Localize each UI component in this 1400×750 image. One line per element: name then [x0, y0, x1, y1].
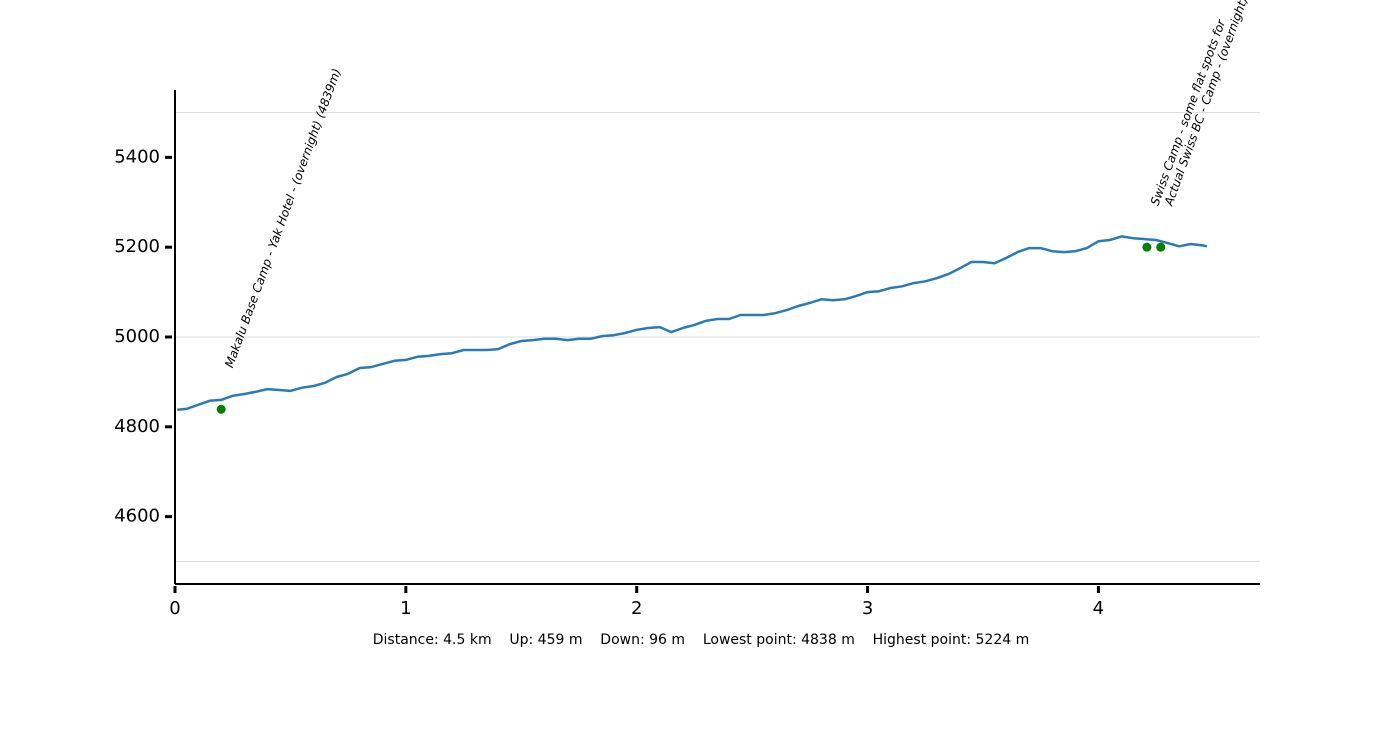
- elevation-line: [177, 235, 1208, 412]
- x-tick-label: 1: [400, 598, 411, 619]
- y-tick-label: 5000: [114, 326, 160, 347]
- waypoint: [1156, 242, 1166, 252]
- summary: Distance: 4.5 km Up: 459 m Down: 96 m Lo…: [373, 632, 1030, 648]
- x-tick-label: 4: [1093, 598, 1104, 619]
- y-tick-label: 4600: [114, 506, 160, 527]
- y-tick-label: 5400: [114, 146, 160, 167]
- waypoint-label: Actual Swiss BC - Camp - (overnight): [1161, 0, 1250, 208]
- x-tick-label: 2: [631, 598, 642, 619]
- x-tick-label: 0: [169, 598, 180, 619]
- waypoint: [216, 404, 226, 414]
- x-tick-label: 3: [862, 598, 873, 619]
- waypoint: [1142, 242, 1152, 252]
- y-tick-label: 5200: [114, 236, 160, 257]
- y-tick-label: 4800: [114, 416, 160, 437]
